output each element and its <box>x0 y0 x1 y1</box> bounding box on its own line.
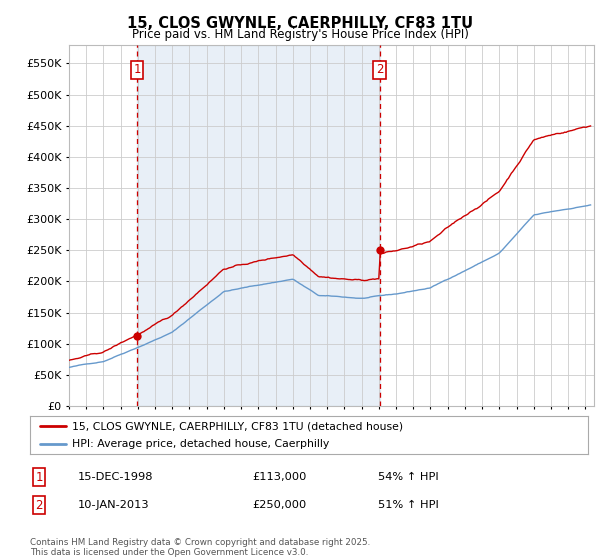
Text: 15, CLOS GWYNLE, CAERPHILLY, CF83 1TU (detached house): 15, CLOS GWYNLE, CAERPHILLY, CF83 1TU (d… <box>72 421 403 431</box>
Text: Contains HM Land Registry data © Crown copyright and database right 2025.
This d: Contains HM Land Registry data © Crown c… <box>30 538 370 557</box>
Text: Price paid vs. HM Land Registry's House Price Index (HPI): Price paid vs. HM Land Registry's House … <box>131 28 469 41</box>
Text: HPI: Average price, detached house, Caerphilly: HPI: Average price, detached house, Caer… <box>72 439 329 449</box>
Text: £250,000: £250,000 <box>252 500 306 510</box>
Text: 10-JAN-2013: 10-JAN-2013 <box>78 500 149 510</box>
Text: 15, CLOS GWYNLE, CAERPHILLY, CF83 1TU: 15, CLOS GWYNLE, CAERPHILLY, CF83 1TU <box>127 16 473 31</box>
Text: £113,000: £113,000 <box>252 472 307 482</box>
Text: 2: 2 <box>35 498 43 512</box>
Bar <box>137 45 380 406</box>
Text: 54% ↑ HPI: 54% ↑ HPI <box>378 472 439 482</box>
Text: 1: 1 <box>35 470 43 484</box>
Text: 1: 1 <box>133 63 141 76</box>
Text: 2: 2 <box>376 63 383 76</box>
Text: 51% ↑ HPI: 51% ↑ HPI <box>378 500 439 510</box>
Text: 15-DEC-1998: 15-DEC-1998 <box>78 472 154 482</box>
